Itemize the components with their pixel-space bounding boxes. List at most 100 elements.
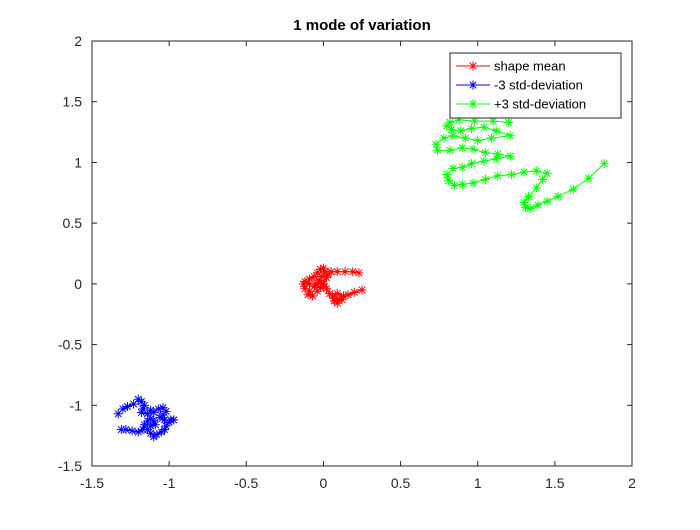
data-point xyxy=(568,184,578,194)
data-point xyxy=(519,198,529,207)
data-point xyxy=(445,117,455,127)
data-point xyxy=(531,166,541,176)
data-point xyxy=(354,268,364,278)
y-tick-label: -1.5 xyxy=(58,458,82,474)
data-point xyxy=(300,284,310,294)
data-point xyxy=(161,421,171,431)
data-point xyxy=(487,133,497,143)
x-tick-label: 0 xyxy=(320,475,328,491)
legend-label: +3 std-deviation xyxy=(494,97,586,112)
data-point xyxy=(169,415,179,425)
data-point xyxy=(340,267,350,277)
data-point xyxy=(491,126,501,136)
x-tick-label: 1.5 xyxy=(545,475,565,491)
legend-item: -3 std-deviation xyxy=(456,78,583,93)
data-point xyxy=(136,408,146,418)
data-point xyxy=(325,289,335,299)
data-point xyxy=(467,159,477,169)
data-point xyxy=(357,285,367,295)
x-tick-label: 2 xyxy=(628,475,636,491)
data-point xyxy=(460,133,470,143)
data-point xyxy=(133,427,143,437)
data-point xyxy=(553,191,563,201)
legend-marker xyxy=(468,99,478,109)
chart-title: 1 mode of variation xyxy=(293,17,431,34)
data-point xyxy=(314,275,324,285)
data-point xyxy=(584,173,594,183)
data-point xyxy=(433,145,443,155)
legend-marker xyxy=(468,80,478,90)
series-3 xyxy=(431,115,609,214)
data-point xyxy=(139,400,149,410)
plot-frame xyxy=(91,40,633,467)
x-tick-label: -0.5 xyxy=(234,475,258,491)
series-1 xyxy=(298,263,367,308)
data-point xyxy=(338,291,348,301)
legend-marker xyxy=(468,61,478,71)
data-point xyxy=(116,425,126,435)
data-point xyxy=(431,139,441,149)
legend-item: +3 std-deviation xyxy=(456,97,586,112)
data-point xyxy=(443,176,453,186)
data-point xyxy=(538,174,548,184)
data-point xyxy=(533,200,543,210)
data-point xyxy=(450,181,460,190)
data-point xyxy=(480,174,490,184)
data-point xyxy=(442,170,452,180)
data-point xyxy=(467,123,477,133)
y-tick-label: -0.5 xyxy=(58,337,82,353)
data-point xyxy=(542,196,552,206)
data-point xyxy=(149,408,159,418)
data-point xyxy=(298,279,308,289)
data-point xyxy=(318,263,328,273)
legend-label: -3 std-deviation xyxy=(494,78,583,93)
series-2 xyxy=(113,394,179,442)
data-point xyxy=(457,162,467,172)
data-point xyxy=(332,267,342,277)
data-point xyxy=(127,426,137,436)
data-point xyxy=(480,148,490,158)
legend: shape mean -3 std-deviation +3 std-deviati… xyxy=(449,52,622,119)
data-point xyxy=(507,170,517,180)
y-tick-label: 1 xyxy=(74,154,82,170)
data-point xyxy=(348,267,358,277)
x-tick-label: 1 xyxy=(474,475,482,491)
data-point xyxy=(446,125,456,135)
data-point xyxy=(468,178,478,188)
data-point xyxy=(531,183,541,193)
data-point xyxy=(448,131,458,141)
legend-item: shape mean xyxy=(456,59,566,74)
data-point xyxy=(468,144,478,154)
data-point xyxy=(156,427,166,437)
data-point xyxy=(118,404,128,414)
data-point xyxy=(457,143,467,153)
x-tick-label: -1 xyxy=(163,475,176,491)
data-point xyxy=(505,131,515,141)
data-point xyxy=(504,117,514,127)
data-point xyxy=(129,399,139,409)
y-tick-label: 0.5 xyxy=(63,215,83,231)
data-point xyxy=(473,136,483,146)
data-point xyxy=(150,420,160,430)
data-point xyxy=(445,145,455,155)
data-point xyxy=(113,409,123,419)
data-point xyxy=(519,167,529,177)
data-point xyxy=(305,274,315,284)
data-point xyxy=(457,179,467,189)
data-point xyxy=(456,126,466,136)
ticks-layer: -1.5 -1 -0.5 0 0.5 1 1.5 2 -1.5 -1 -0.5 0 0.5 1 1.5 2 xyxy=(58,33,636,491)
data-point xyxy=(439,133,449,143)
y-tick-label: 2 xyxy=(74,33,82,49)
data-point xyxy=(138,425,148,435)
x-tick-label: 0.5 xyxy=(391,475,411,491)
data-point xyxy=(493,171,503,181)
legend-label: shape mean xyxy=(494,59,566,74)
data-point xyxy=(542,168,552,178)
data-point xyxy=(322,273,332,283)
data-point xyxy=(524,191,534,201)
y-tick-label: -1 xyxy=(70,397,83,413)
data-point xyxy=(448,164,458,173)
data-point xyxy=(493,149,503,159)
